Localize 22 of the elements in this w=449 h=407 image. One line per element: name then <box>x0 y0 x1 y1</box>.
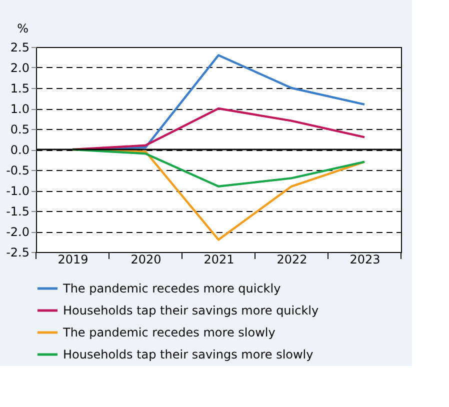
x-tick-label: 2019 <box>58 252 88 266</box>
y-tick-label: 1.0 <box>10 102 30 116</box>
y-tick-label: 0.0 <box>10 143 30 157</box>
y-tick-label: -1.5 <box>6 204 30 218</box>
legend-label: The pandemic recedes more quickly <box>62 282 281 296</box>
y-tick-label: 2.0 <box>10 61 30 75</box>
legend-label: Households tap their savings more quickly <box>63 304 319 318</box>
legend-label: Households tap their savings more slowly <box>63 348 314 362</box>
x-tick-label: 2021 <box>204 252 234 266</box>
x-tick-label: 2023 <box>350 252 380 266</box>
y-tick-label: -2.5 <box>6 246 30 260</box>
x-tick-label: 2020 <box>130 252 162 266</box>
x-tick-label: 2022 <box>276 252 308 266</box>
y-tick-label: 1.5 <box>10 82 30 96</box>
y-tick-label: -1.0 <box>6 184 30 198</box>
y-tick-label: 0.5 <box>10 122 30 136</box>
line-series <box>71 148 366 188</box>
y-tick-label: -0.5 <box>6 164 30 178</box>
y-tick-label: -2.0 <box>6 225 30 239</box>
y-tick-label: 2.5 <box>10 40 30 54</box>
y-axis-title: % <box>17 22 28 36</box>
legend-label: The pandemic recedes more slowly <box>62 326 276 340</box>
